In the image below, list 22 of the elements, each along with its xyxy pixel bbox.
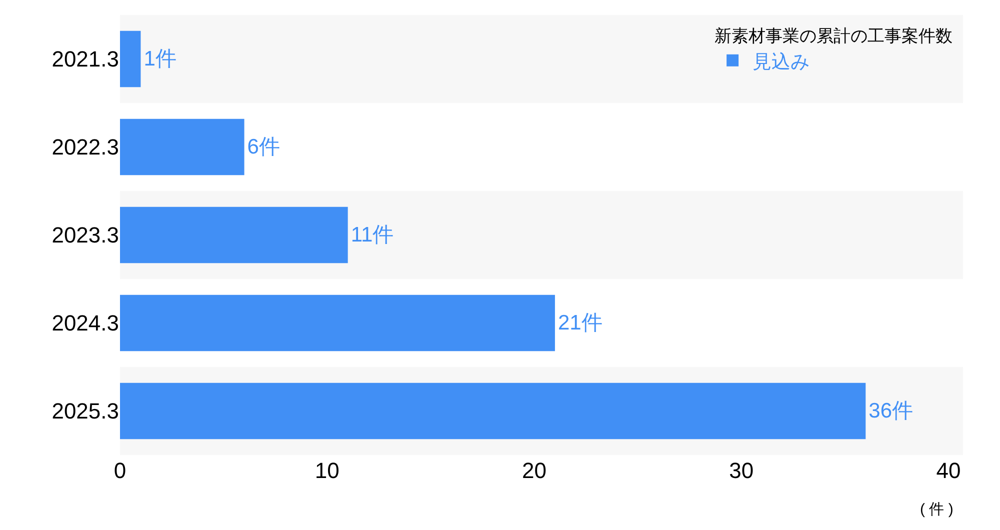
bar — [120, 294, 555, 352]
bar — [120, 118, 244, 176]
y-tick-label: 2021.3 — [52, 46, 119, 72]
y-tick-label: 2025.3 — [52, 398, 119, 424]
data-label: 36件 — [868, 400, 914, 422]
data-label: 21件 — [558, 312, 602, 334]
y-tick-label: 2024.3 — [52, 310, 119, 336]
x-tick-label: 0 — [114, 458, 126, 483]
x-tick-label: 30 — [729, 458, 754, 483]
y-tick-label: 2023.3 — [52, 222, 119, 248]
bar — [120, 30, 141, 88]
x-tick-label: 40 — [936, 458, 961, 483]
data-label: 11件 — [350, 224, 394, 246]
x-tick-label: 20 — [522, 458, 546, 483]
bar — [120, 206, 348, 264]
x-tick-label: 10 — [314, 458, 340, 483]
data-label: 6件 — [247, 136, 280, 158]
y-tick-label: 2022.3 — [52, 134, 119, 160]
legend-title: 新素材事業の累計の工事案件数 — [714, 26, 953, 46]
x-axis-title: ( 件 ) — [920, 501, 954, 518]
legend-label: 見込み — [752, 52, 810, 73]
data-label: 1件 — [144, 48, 176, 70]
